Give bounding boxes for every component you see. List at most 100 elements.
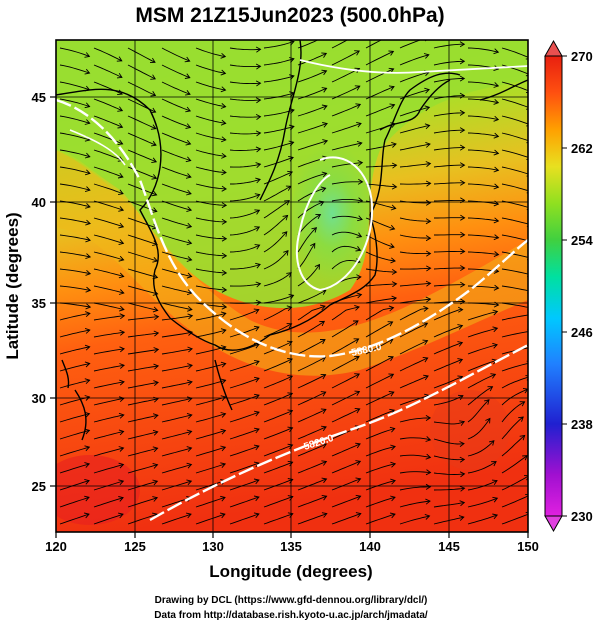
streamline xyxy=(263,513,293,525)
streamline xyxy=(365,68,394,83)
streamline xyxy=(433,164,465,168)
streamline xyxy=(433,60,465,66)
streamline-arrowhead xyxy=(357,178,364,185)
streamline xyxy=(161,183,192,195)
streamline-arrowhead xyxy=(493,284,500,291)
streamline-arrowhead xyxy=(286,272,292,278)
streamline-arrowhead xyxy=(118,512,124,519)
streamline xyxy=(467,480,498,491)
streamline xyxy=(467,81,499,87)
streamline xyxy=(59,446,90,457)
streamline xyxy=(365,307,394,321)
streamline xyxy=(127,200,157,212)
streamline-arrowhead xyxy=(491,461,497,467)
streamline xyxy=(433,516,464,525)
streamline-arrowhead xyxy=(354,407,361,414)
streamline xyxy=(331,408,360,423)
streamline xyxy=(331,162,363,168)
streamline xyxy=(365,356,394,372)
streamline xyxy=(433,43,465,49)
streamline xyxy=(501,115,528,125)
streamline xyxy=(467,217,499,222)
streamline xyxy=(229,411,260,423)
streamline xyxy=(229,479,260,491)
streamline xyxy=(297,289,327,304)
streamline xyxy=(331,373,360,389)
streamline xyxy=(195,396,226,406)
streamline-arrowhead xyxy=(84,344,91,351)
streamline xyxy=(365,391,394,406)
streamline-arrowhead xyxy=(151,190,158,197)
streamline-arrowhead xyxy=(487,386,494,392)
y-axis-ticks xyxy=(50,96,56,487)
streamline-arrowhead xyxy=(390,512,396,519)
streamline xyxy=(127,115,156,130)
streamline-arrowhead xyxy=(423,374,429,381)
streamline xyxy=(433,502,465,508)
streamline-arrowhead xyxy=(488,440,495,446)
streamline-arrowhead xyxy=(186,412,193,419)
streamline-arrowhead xyxy=(492,309,499,316)
streamline xyxy=(127,365,159,372)
streamline-arrowhead xyxy=(153,330,160,337)
streamline xyxy=(399,234,431,239)
warm-core-east xyxy=(430,390,510,470)
streamline-arrowhead xyxy=(288,155,294,162)
streamline-arrowhead xyxy=(285,185,292,191)
streamline-arrowhead xyxy=(117,122,124,129)
streamline-arrowhead xyxy=(425,483,432,490)
streamline-arrowhead xyxy=(320,373,327,380)
streamline-arrowhead xyxy=(119,329,126,336)
streamline xyxy=(433,455,465,461)
streamline xyxy=(161,364,193,372)
streamline xyxy=(365,409,395,423)
streamline xyxy=(399,124,430,134)
streamline-arrowhead xyxy=(220,495,226,502)
streamline-arrowhead xyxy=(85,269,92,276)
streamline xyxy=(467,166,499,171)
streamline-arrowhead xyxy=(355,103,362,109)
streamline xyxy=(161,200,192,211)
streamline-arrowhead xyxy=(186,429,193,436)
streamline-arrowhead xyxy=(460,231,466,238)
streamline xyxy=(59,396,90,406)
streamline-arrowhead xyxy=(287,512,294,518)
streamline-arrowhead xyxy=(391,141,397,148)
streamline xyxy=(127,447,158,457)
streamline xyxy=(93,132,123,145)
streamline xyxy=(195,302,227,308)
streamline xyxy=(161,331,193,338)
streamline-arrowhead xyxy=(84,361,91,368)
streamline xyxy=(297,187,326,202)
colorbar-tick-label: 246 xyxy=(571,325,593,340)
streamline xyxy=(297,123,328,134)
streamline-arrowhead xyxy=(288,124,295,131)
streamline-arrowhead xyxy=(220,103,227,109)
streamline xyxy=(433,182,465,185)
streamline xyxy=(59,346,90,355)
streamline xyxy=(127,234,158,245)
streamline xyxy=(127,398,159,406)
streamline-arrowhead xyxy=(354,85,361,91)
streamline xyxy=(331,495,361,508)
streamline xyxy=(399,340,428,355)
streamline-arrowhead xyxy=(118,462,125,469)
streamline xyxy=(263,392,293,406)
streamline-arrowhead xyxy=(186,206,193,213)
streamline xyxy=(297,243,316,270)
streamline-arrowhead xyxy=(387,321,394,327)
streamline xyxy=(297,201,324,219)
streamline xyxy=(59,480,90,491)
x-tick-label: 130 xyxy=(202,539,224,554)
streamline-arrowhead xyxy=(493,149,500,156)
streamline-arrowhead xyxy=(321,52,328,58)
streamline xyxy=(467,344,498,355)
colorbar-tick-label: 270 xyxy=(571,49,593,64)
streamline xyxy=(297,443,327,457)
streamline-arrowhead xyxy=(425,265,432,272)
streamline xyxy=(467,149,499,154)
streamline-arrowhead xyxy=(253,444,260,451)
streamline xyxy=(263,75,295,83)
colorbar-tick-label: 254 xyxy=(571,233,593,248)
streamline-arrowhead xyxy=(354,33,359,38)
